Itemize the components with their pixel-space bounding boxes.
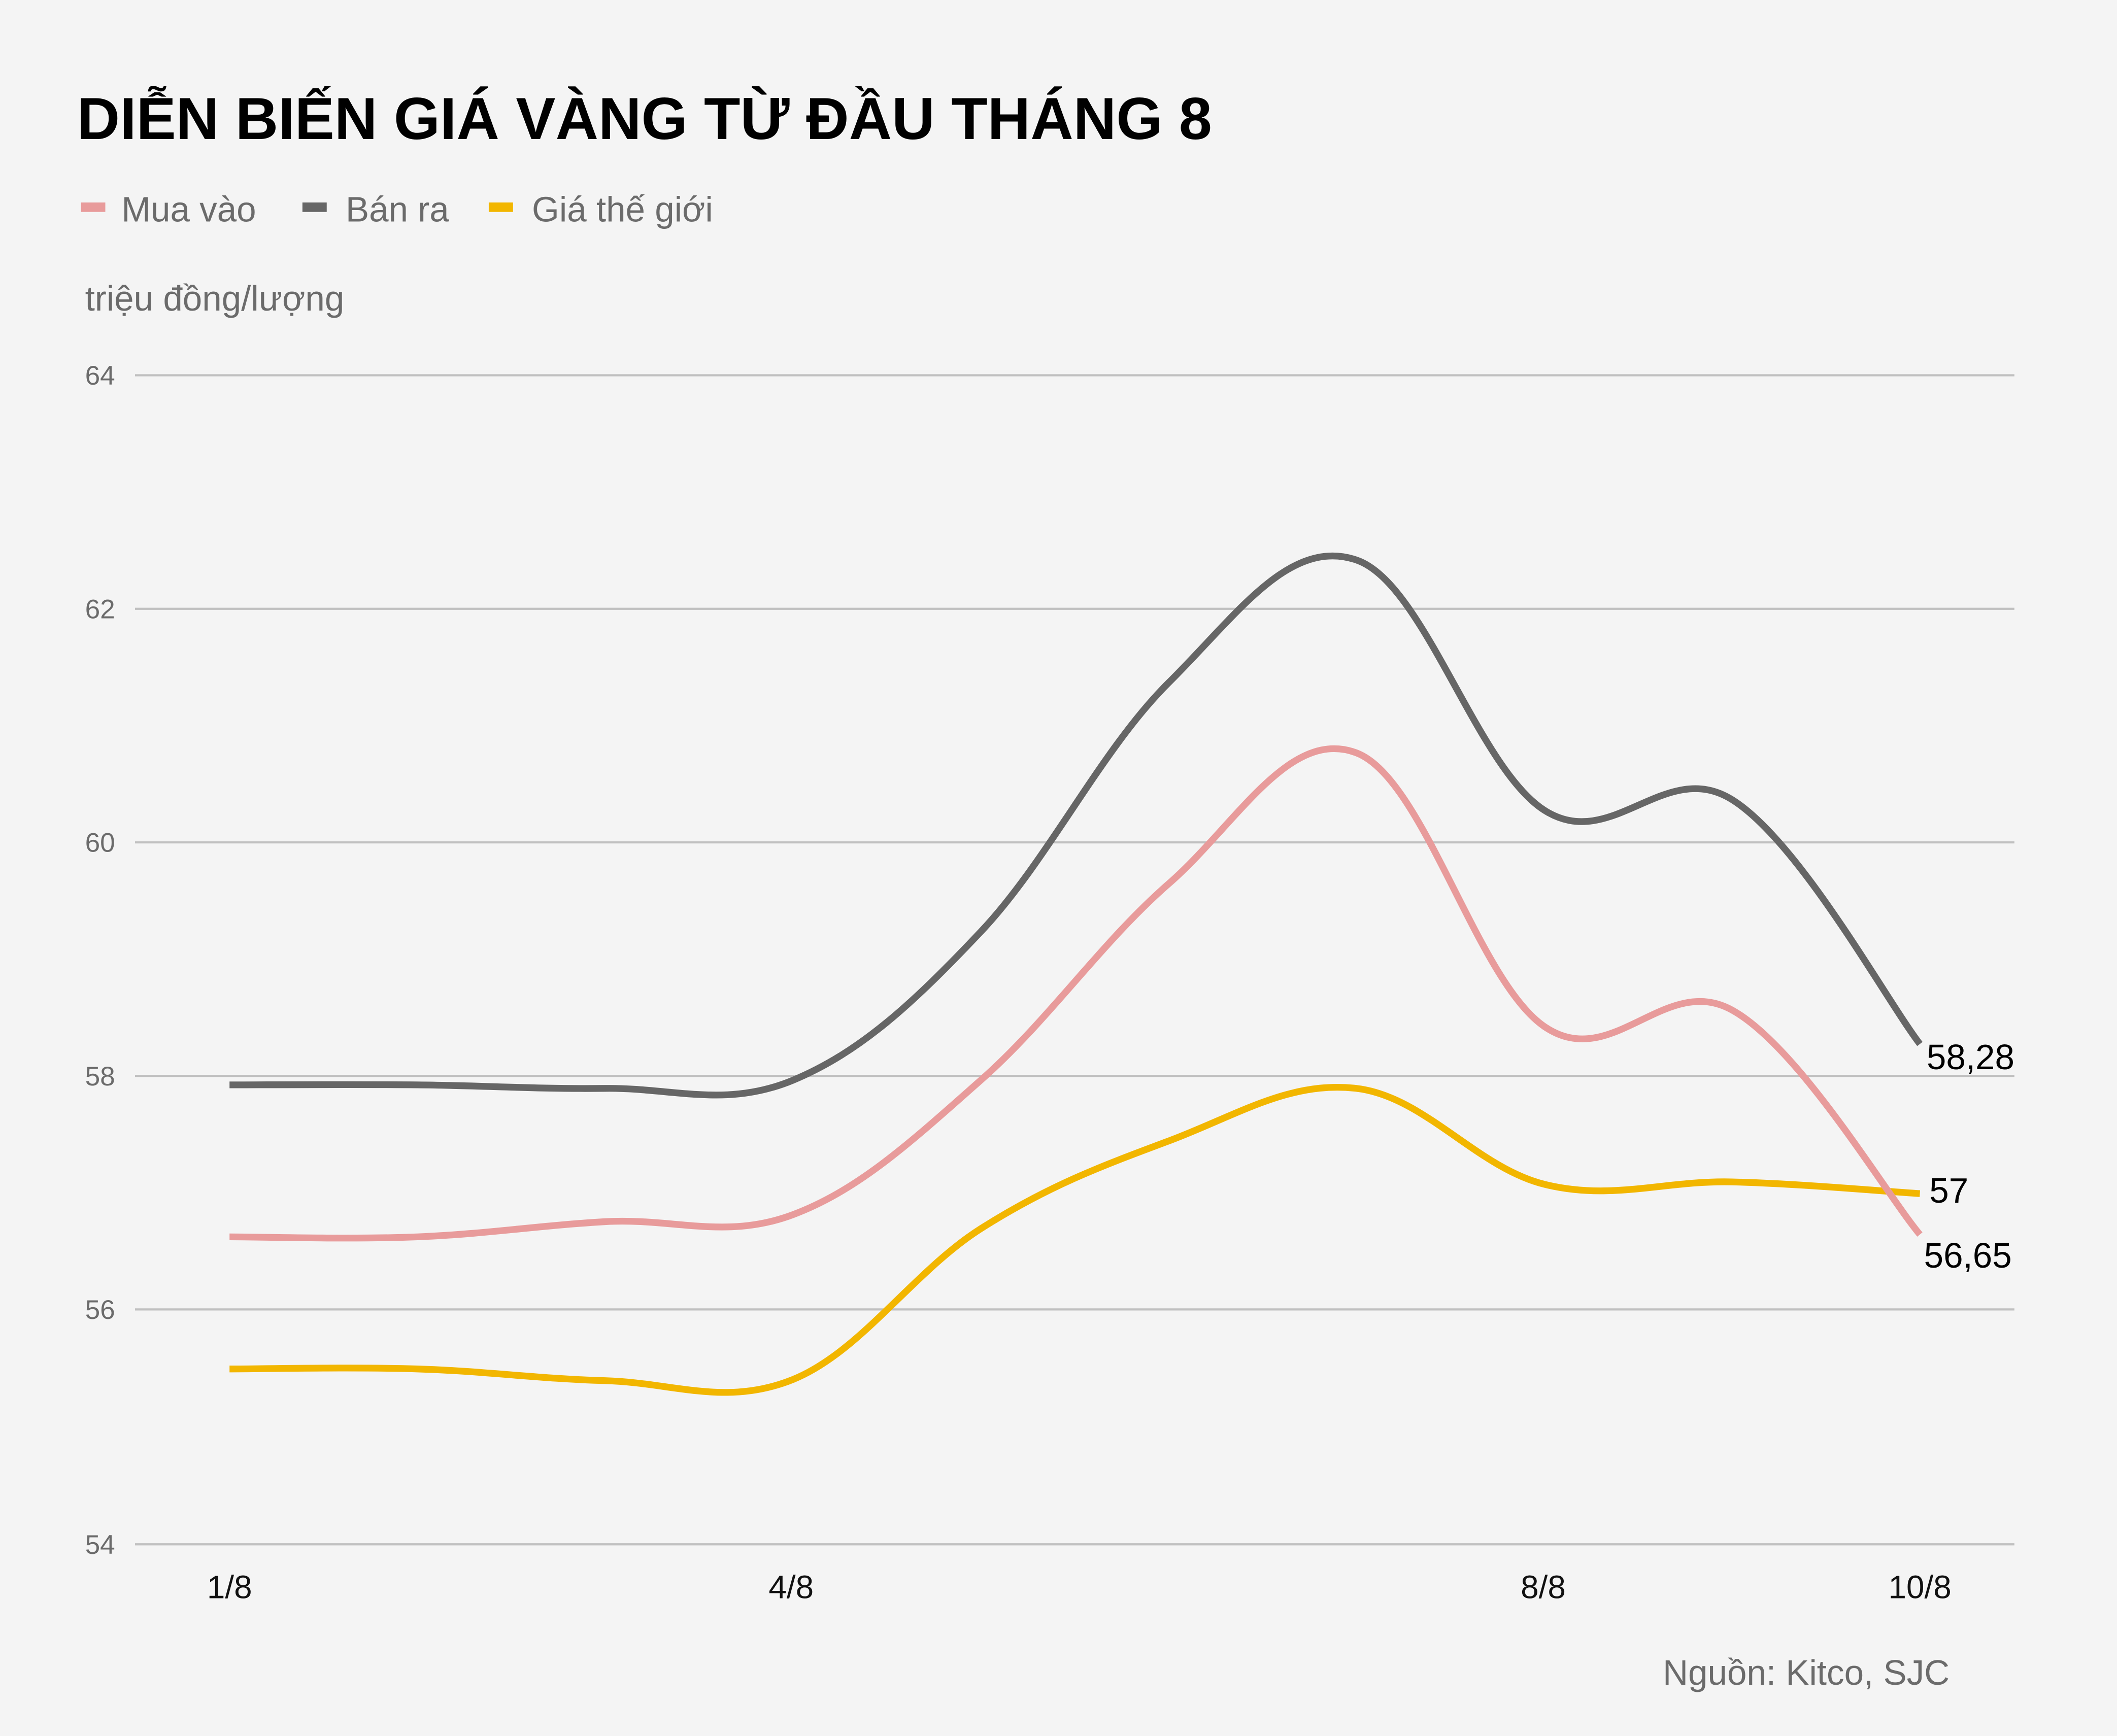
legend: Mua vào Bán ra Giá thế giới	[81, 189, 713, 229]
x-tick-8-8: 8/8	[1521, 1569, 1566, 1606]
chart-title: DIỄN BIẾN GIÁ VÀNG TỪ ĐẦU THÁNG 8	[77, 85, 1212, 152]
y-axis-ticks: 64 62 60 58 56 54	[85, 361, 115, 1560]
source-note: Nguồn: Kitco, SJC	[1663, 1653, 1950, 1692]
y-tick-58: 58	[85, 1062, 115, 1092]
x-axis-ticks: 1/8 4/8 8/8 10/8	[207, 1569, 1952, 1606]
legend-item-ban-ra[interactable]: Bán ra	[302, 189, 449, 229]
legend-swatch-mua-vao	[81, 202, 106, 212]
legend-label-ban-ra: Bán ra	[346, 189, 449, 229]
gridlines	[135, 374, 2014, 1546]
end-labels: 58,28 57 56,65	[1924, 1037, 2014, 1275]
y-tick-56: 56	[85, 1295, 115, 1325]
y-tick-64: 64	[85, 361, 115, 391]
end-label-ban-ra: 58,28	[1927, 1037, 2014, 1077]
y-tick-60: 60	[85, 828, 115, 858]
x-tick-1-8: 1/8	[207, 1569, 252, 1606]
legend-item-mua-vao[interactable]: Mua vào	[81, 189, 256, 229]
end-label-gia-the-gioi: 57	[1929, 1171, 1968, 1210]
legend-swatch-ban-ra	[302, 202, 327, 212]
y-axis-unit-label: triệu đồng/lượng	[85, 279, 345, 318]
line-mua-vao[interactable]	[229, 745, 1923, 1242]
line-ban-ra[interactable]	[229, 552, 1923, 1099]
legend-label-gia-the-gioi: Giá thế giới	[532, 189, 713, 229]
legend-item-gia-the-gioi[interactable]: Giá thế giới	[488, 189, 713, 229]
y-tick-54: 54	[85, 1530, 115, 1560]
series-layer	[229, 552, 1923, 1396]
line-gia-the-gioi[interactable]	[229, 1083, 1921, 1396]
y-tick-62: 62	[85, 594, 115, 624]
legend-swatch-gia-the-gioi	[488, 202, 513, 212]
x-tick-4-8: 4/8	[768, 1569, 814, 1606]
x-tick-10-8: 10/8	[1889, 1569, 1952, 1606]
legend-label-mua-vao: Mua vào	[121, 189, 256, 229]
end-label-mua-vao: 56,65	[1924, 1236, 2012, 1275]
